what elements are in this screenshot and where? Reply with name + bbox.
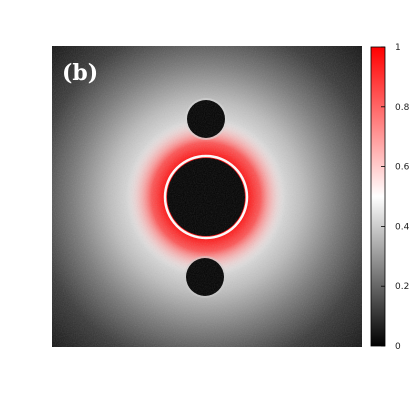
colorbar-tick-label: 0.2 xyxy=(395,282,409,292)
colorbar-ticks: 0 0.2 0.4 0.6 0.8 1 xyxy=(381,43,410,352)
noise-texture xyxy=(52,46,362,347)
colorbar-tick-label: 0.6 xyxy=(395,163,410,173)
colorbar-gradient xyxy=(370,46,386,347)
colorbar-tick-label: 0 xyxy=(395,342,401,352)
panel-label: (b) xyxy=(62,60,98,86)
colorbar-tick-label: 0.8 xyxy=(395,103,410,113)
colorbar-tick-label: 1 xyxy=(395,43,401,53)
colorbar-tick-label: 0.4 xyxy=(395,222,410,232)
colorbar: 0 0.2 0.4 0.6 0.8 1 xyxy=(370,43,410,352)
heatmap-plot xyxy=(52,46,362,347)
